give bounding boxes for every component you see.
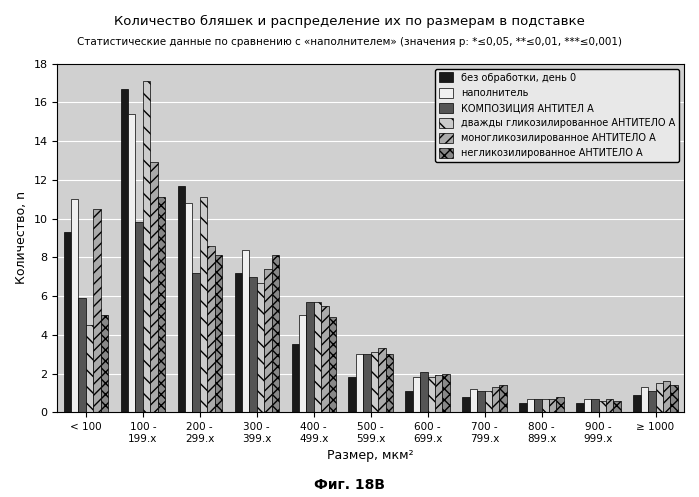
Bar xyxy=(128,114,136,412)
Bar xyxy=(633,395,641,412)
Bar xyxy=(306,302,314,412)
Bar xyxy=(598,401,606,412)
Bar xyxy=(71,199,78,412)
Bar xyxy=(272,255,279,412)
Bar xyxy=(329,318,336,412)
Text: Количество бляшек и распределение их по размерам в подставке: Количество бляшек и распределение их по … xyxy=(114,15,585,28)
Bar xyxy=(591,399,598,412)
Bar xyxy=(93,209,101,412)
Bar xyxy=(386,354,393,412)
Bar xyxy=(527,399,534,412)
Bar xyxy=(484,391,492,412)
Bar xyxy=(264,269,272,412)
Bar xyxy=(519,403,527,412)
Bar xyxy=(64,232,71,412)
Bar xyxy=(463,397,470,412)
Bar xyxy=(215,255,222,412)
Bar xyxy=(250,277,257,412)
Bar xyxy=(420,372,428,412)
Bar xyxy=(299,316,306,412)
Bar xyxy=(542,399,549,412)
Bar xyxy=(257,282,264,412)
Bar xyxy=(405,391,413,412)
Bar xyxy=(500,385,507,412)
Bar xyxy=(470,389,477,412)
Bar xyxy=(435,375,442,412)
Bar xyxy=(670,385,678,412)
Bar xyxy=(606,399,613,412)
Bar xyxy=(641,387,648,412)
Bar xyxy=(235,273,242,412)
Bar xyxy=(663,381,670,412)
Bar xyxy=(121,89,128,412)
Bar xyxy=(185,203,192,412)
Bar xyxy=(492,387,500,412)
Bar xyxy=(200,197,207,412)
Bar xyxy=(314,302,321,412)
Bar xyxy=(136,223,143,412)
Bar xyxy=(413,377,420,412)
Bar xyxy=(321,306,329,412)
Y-axis label: Количество, n: Количество, n xyxy=(15,191,28,284)
Bar xyxy=(442,374,450,412)
Bar xyxy=(158,197,165,412)
Bar xyxy=(549,399,556,412)
Bar xyxy=(363,354,370,412)
Bar xyxy=(370,352,378,412)
Bar xyxy=(656,383,663,412)
Bar xyxy=(86,325,93,412)
Bar xyxy=(477,391,484,412)
Bar xyxy=(356,354,363,412)
Legend: без обработки, день 0, наполнитель, КОМПОЗИЦИЯ АНТИТЕЛ А, дважды гликозилированн: без обработки, день 0, наполнитель, КОМП… xyxy=(435,69,679,162)
Bar xyxy=(613,401,621,412)
Bar xyxy=(242,249,250,412)
Bar xyxy=(648,391,656,412)
Bar xyxy=(150,163,158,412)
Bar xyxy=(78,298,86,412)
Bar xyxy=(556,397,564,412)
Bar xyxy=(577,403,584,412)
Bar xyxy=(349,377,356,412)
Text: Статистические данные по сравнению с «наполнителем» (значения р: *≤0,05, **≤0,01: Статистические данные по сравнению с «на… xyxy=(77,37,622,47)
Bar xyxy=(207,246,215,412)
Bar xyxy=(584,399,591,412)
Bar xyxy=(178,186,185,412)
Bar xyxy=(192,273,200,412)
Bar xyxy=(534,399,542,412)
Text: Фиг. 18B: Фиг. 18B xyxy=(314,478,385,492)
Bar xyxy=(143,81,150,412)
Bar xyxy=(428,377,435,412)
Bar xyxy=(291,344,299,412)
Bar xyxy=(101,316,108,412)
Bar xyxy=(378,348,386,412)
X-axis label: Размер, мкм²: Размер, мкм² xyxy=(327,449,414,462)
